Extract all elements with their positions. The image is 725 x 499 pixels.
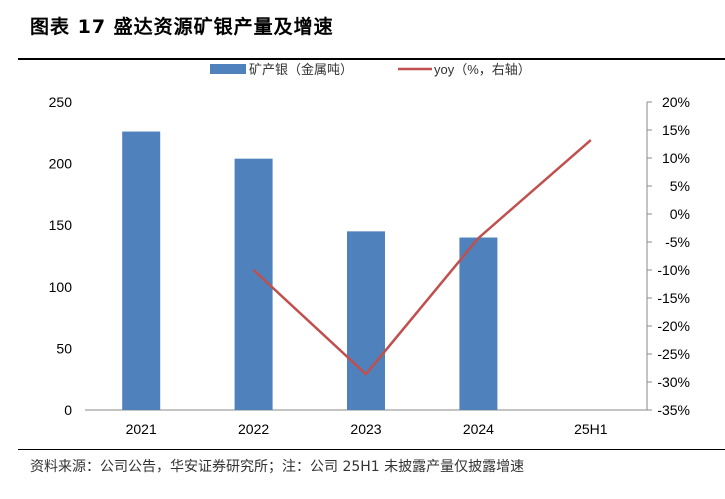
left-tick-label: 100: [49, 279, 73, 295]
figure-title: 图表 17 盛达资源矿银产量及增速: [30, 16, 334, 38]
x-tick-label: 2023: [350, 421, 381, 437]
x-tick-label: 2021: [126, 421, 157, 437]
x-tick-label: 2024: [463, 421, 494, 437]
footer-divider: [18, 449, 725, 450]
bar-2022: [234, 158, 273, 410]
right-tick-label: 20%: [662, 94, 690, 110]
left-tick-label: 0: [64, 402, 72, 418]
right-tick-label: 15%: [662, 122, 690, 138]
right-tick-label: -5%: [665, 234, 690, 250]
bar-2023: [347, 231, 385, 410]
x-tick-label: 25H1: [574, 421, 608, 437]
legend-line-label: yoy（%，右轴）: [434, 62, 531, 77]
right-tick-label: -15%: [657, 290, 690, 306]
bar-2024: [459, 237, 498, 410]
yoy-line: [252, 139, 592, 376]
left-tick-label: 150: [49, 217, 73, 233]
right-tick-label: 5%: [670, 178, 690, 194]
right-tick-label: -10%: [657, 262, 690, 278]
right-tick-label: -30%: [657, 374, 690, 390]
chart: 0 50 100 150 200 250 -35% -30% -25% -20% -15% -10% -…: [49, 62, 690, 437]
title-divider: [18, 58, 725, 60]
right-tick-label: -20%: [657, 318, 690, 334]
left-tick-label: 250: [49, 94, 73, 110]
right-tick-label: 0%: [670, 206, 690, 222]
left-tick-label: 200: [49, 156, 73, 172]
right-tick-label: -25%: [657, 346, 690, 362]
legend-bar-swatch: [210, 64, 246, 74]
x-tick-label: 2022: [238, 421, 269, 437]
legend-bar-label: 矿产银（金属吨）: [249, 62, 353, 77]
left-tick-label: 50: [56, 340, 72, 356]
bar-2021: [122, 131, 161, 410]
right-tick-label: -35%: [657, 402, 690, 418]
right-tick-label: 10%: [662, 150, 690, 166]
source-note: 资料来源：公司公告，华安证券研究所；注：公司 25H1 未披露产量仅披露增速: [30, 459, 525, 475]
